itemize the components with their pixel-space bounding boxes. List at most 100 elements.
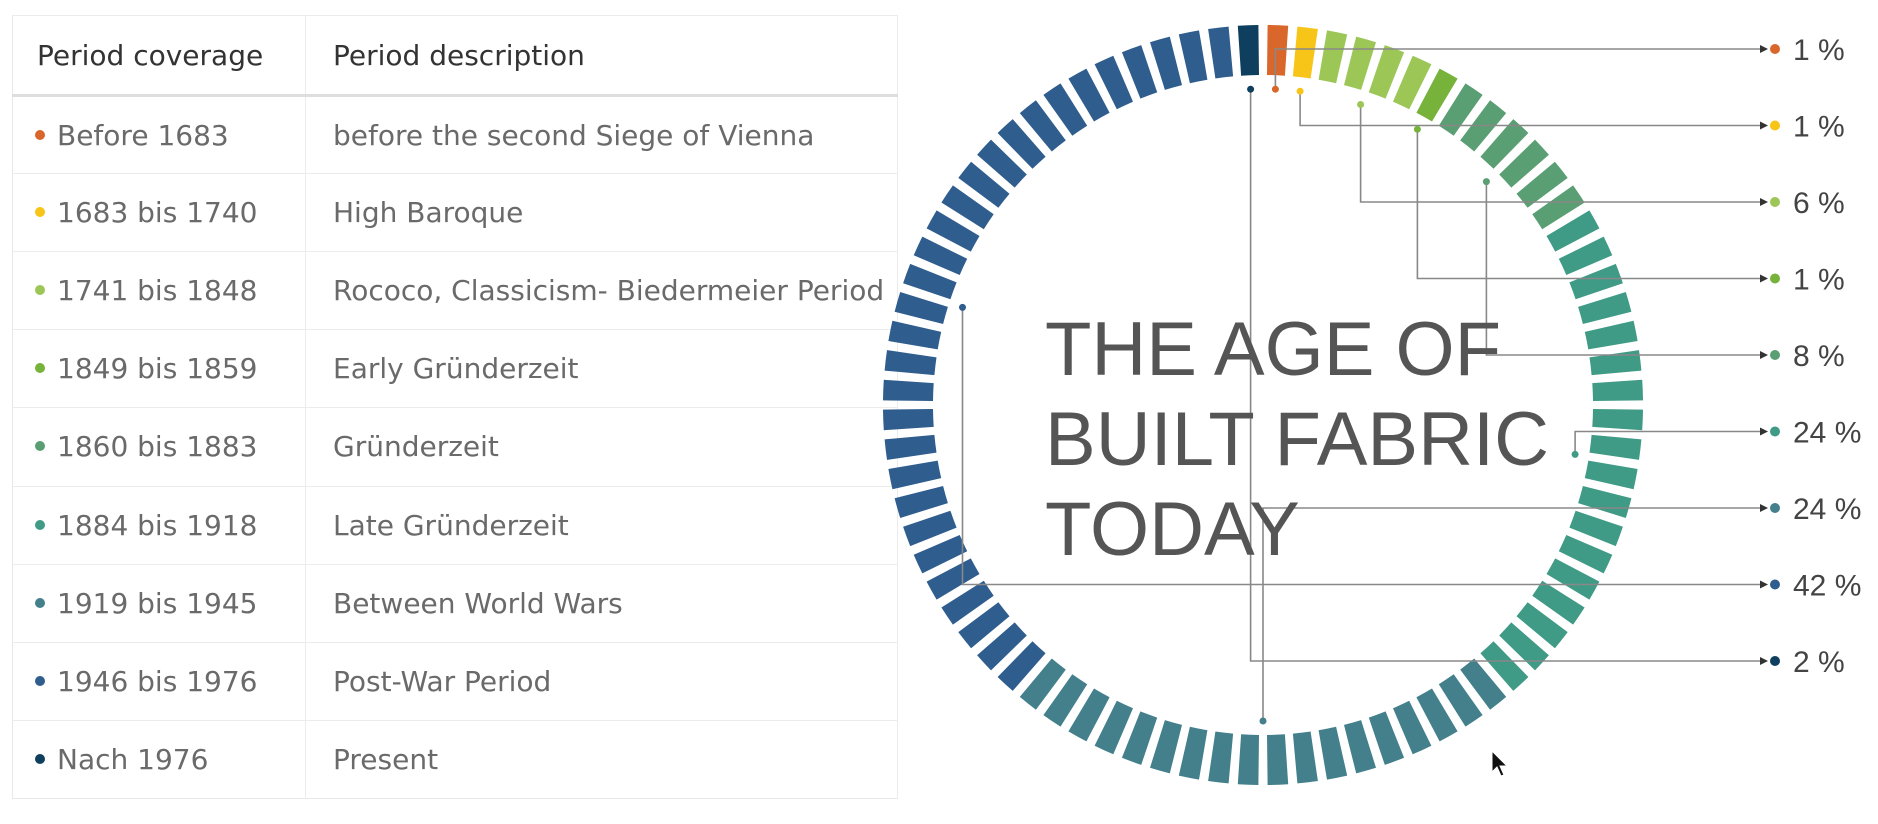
leader-line [1359,104,1760,203]
donut-segment [977,622,1027,671]
value-label: 8 % [1793,340,1845,373]
leader-line [1416,129,1760,280]
label-dot [1770,197,1780,207]
anchor-dot [1296,87,1304,95]
donut-segment [1344,720,1376,774]
donut-segment [941,580,994,625]
leader-arrow [1760,121,1768,130]
period-coverage-cell: 1884 bis 1918 [12,485,306,565]
donut-segment [1393,55,1432,110]
donut-segment [1480,641,1529,691]
value-label: 1 % [1793,264,1845,297]
leader-line [1485,181,1760,356]
period-coverage-label: 1860 bis 1883 [57,430,258,464]
donut-segment [926,558,980,600]
donut-ring [883,25,1643,785]
period-coverage-label: Before 1683 [57,118,229,152]
donut-segment [1584,460,1638,490]
table-row: 1946 bis 1976 Post-War Period [12,641,898,721]
period-coverage-cell: 1741 bis 1848 [12,251,306,330]
table-row: 1741 bis 1848 Rococo, Classicism- Biederm… [12,251,898,330]
value-labels: 1 % 1 % 6 % 1 % 8 % 24 % 24 % 42 % 2 % [959,34,1861,725]
donut-segment [1150,720,1182,774]
leader-line [1299,91,1760,127]
donut-segment [1569,263,1623,300]
cursor-icon [1491,749,1509,777]
period-color-dot [35,129,45,140]
value-label: 24 % [1793,493,1861,526]
period-description-cell: Between World Wars [305,563,898,643]
period-color-dot [35,597,45,608]
period-description-cell: Gründerzeit [305,407,898,487]
period-color-dot [35,441,45,452]
donut-segment [1460,658,1507,710]
donut-segment [888,460,942,490]
donut-segment [1019,658,1066,710]
donut-segment [1416,688,1458,742]
leader-line [1274,48,1760,90]
anchor-dot [1357,101,1365,108]
donut-segment [1178,30,1208,84]
period-description-cell: before the second Siege of Vienna [305,94,898,174]
donut-segment [1292,26,1318,79]
period-coverage-label: Nach 1976 [57,742,209,776]
period-color-dot [35,675,45,686]
leader-arrow [1760,274,1768,283]
value-label: 1 % [1793,111,1845,144]
table-row: 1860 bis 1883 Gründerzeit [12,407,898,487]
donut-segment [1237,25,1259,76]
anchor-dot [1482,178,1490,186]
period-coverage-label: 1741 bis 1848 [57,274,258,308]
anchor-dot [1259,717,1267,725]
donut-segment [1094,700,1133,755]
value-label: 6 % [1793,187,1845,220]
donut-segment [1532,185,1585,230]
period-color-dot [35,363,45,374]
donut-segment [1558,236,1613,275]
period-description-cell: Early Gründerzeit [305,329,898,408]
donut-segment [1267,25,1289,76]
leader-arrow [1760,657,1768,665]
donut-segment [1292,731,1318,784]
period-coverage-cell: 1849 bis 1859 [12,329,306,408]
donut-segment [1569,510,1623,547]
donut-segment [1532,580,1585,625]
donut-segment [1592,379,1643,401]
period-legend-table: Period coverage Period description Befor… [12,15,898,799]
leader-arrow [1760,580,1768,589]
donut-segment [883,409,934,431]
donut-segment [1318,726,1348,780]
donut-segment [1094,55,1133,110]
donut-segment [1499,622,1549,671]
donut-segment [1584,320,1638,350]
table-row: 1683 bis 1740 High Baroque [12,173,898,252]
period-coverage-label: 1884 bis 1918 [57,508,258,542]
donut-segment [1121,45,1158,99]
donut-segment [1516,161,1568,208]
chart-title-line: THE AGE OF [1045,307,1501,392]
header-period-coverage: Period coverage [12,15,306,97]
donut-segment [1344,36,1376,90]
anchor-dot [959,303,966,311]
period-description-cell: Present [305,719,898,799]
period-coverage-cell: Before 1683 [12,94,306,174]
donut-segment [1237,734,1259,785]
donut-segment [1043,83,1088,136]
donut-segment [894,486,948,518]
period-coverage-cell: 1860 bis 1883 [12,407,306,487]
leader-lines [961,45,1768,721]
label-dot [1770,503,1780,513]
donut-segment [1578,292,1632,324]
donut-segment [1019,100,1066,152]
period-coverage-cell: 1946 bis 1976 [12,641,306,721]
donut-segment [1068,68,1110,122]
period-color-dot [35,753,45,764]
value-label: 1 % [1793,34,1845,67]
period-color-dot [35,207,45,218]
period-coverage-cell: Nach 1976 [12,719,306,799]
chart-title-line: BUILT FABRIC [1045,397,1549,482]
donut-segment [913,535,968,574]
value-label: 24 % [1793,417,1861,450]
donut-segment [977,139,1027,188]
anchor-dot [1247,85,1255,93]
